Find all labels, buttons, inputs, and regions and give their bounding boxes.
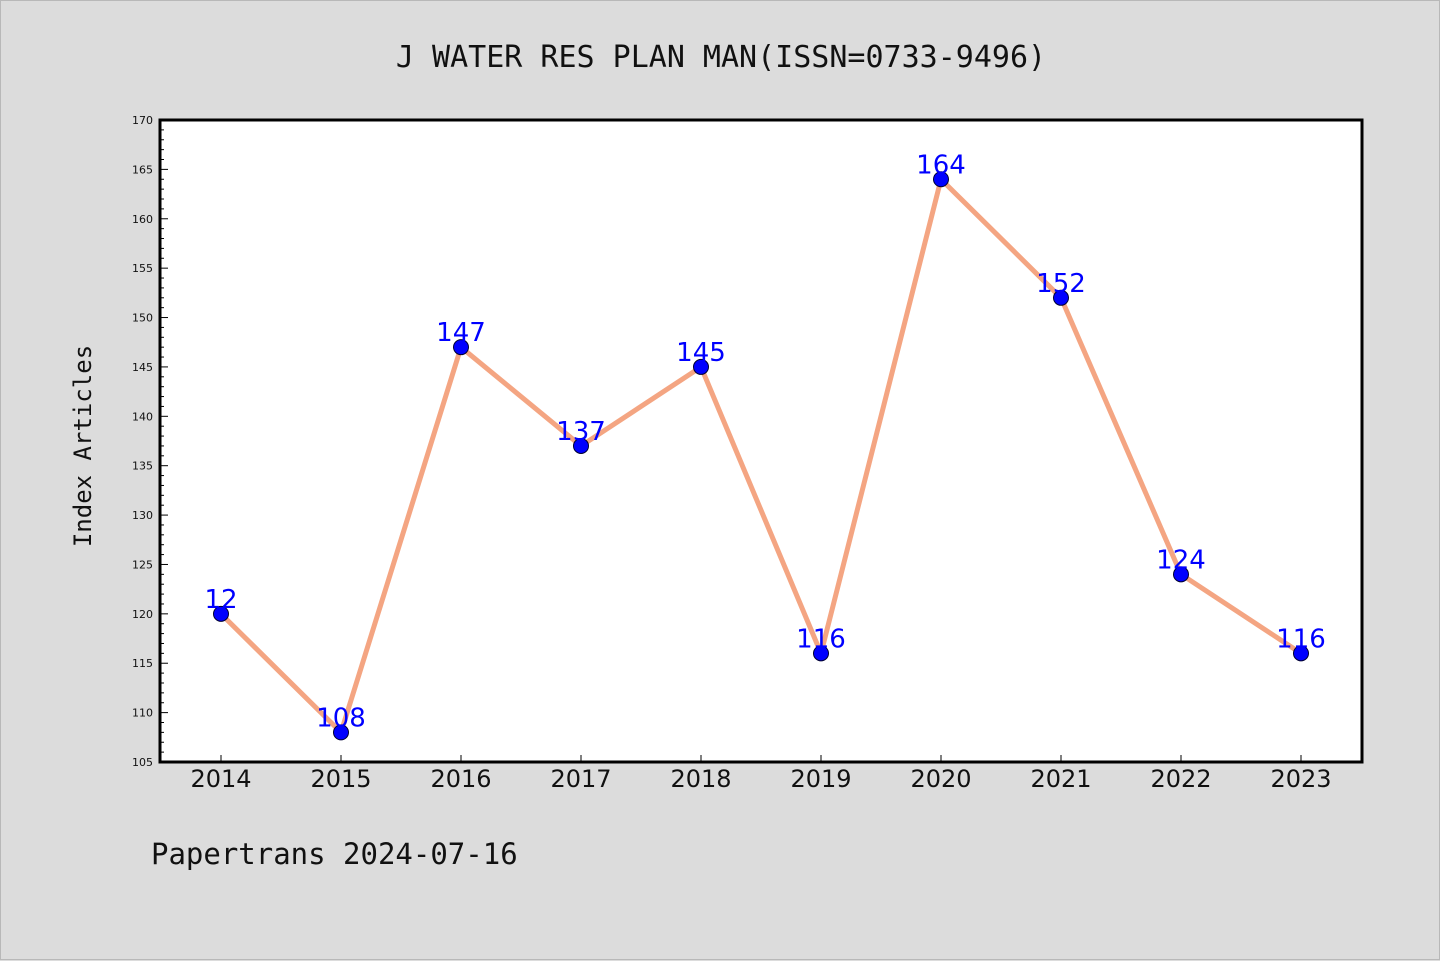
y-tick-label: 170 [132,114,153,127]
data-labels: 12 108 147 137 145 116 164 152 124 116 [204,150,1325,733]
data-label: 145 [676,338,726,368]
plot-area [158,118,1364,764]
x-tick-label: 2023 [1270,765,1331,793]
footer-date-text: Papertrans 2024-07-16 [151,837,518,871]
y-tick-label: 125 [132,558,153,571]
y-tick-label: 120 [132,608,153,621]
data-point [1173,566,1189,583]
data-label: 108 [316,703,366,733]
x-tick-label: 2020 [910,765,971,793]
data-label: 164 [916,150,966,180]
y-tick-label: 140 [132,410,153,423]
y-tick-label: 115 [132,657,153,670]
data-point [813,645,829,662]
series-line [218,176,1304,735]
x-tick-label: 2016 [430,765,491,793]
x-axis: 2014 2015 2016 2017 2018 2019 2020 2021 2022 2023 [190,755,1332,793]
y-axis: 105 110 115 120 125 130 135 140 145 150 155 160 165 1… [132,114,168,769]
chart-title: J WATER RES PLAN MAN(ISSN=0733-9496) [396,40,1046,75]
data-label: 137 [556,417,606,447]
data-point [213,605,229,622]
x-tick-label: 2017 [550,765,611,793]
data-label: 147 [436,318,486,348]
y-tick-label: 145 [132,361,153,374]
x-tick-label: 2021 [1030,765,1091,793]
y-tick-label: 110 [132,707,153,720]
data-label: 124 [1156,545,1206,575]
y-tick-label: 155 [132,262,153,275]
y-axis-label: Index Articles [69,345,97,547]
data-point [573,437,589,454]
data-point [933,171,949,188]
y-tick-label: 105 [132,756,153,769]
x-tick-label: 2019 [790,765,851,793]
data-point [333,724,349,741]
data-label: 116 [796,624,846,654]
x-tick-label: 2018 [670,765,731,793]
data-point [693,358,709,375]
x-tick-label: 2014 [190,765,251,793]
data-point [1053,289,1069,306]
y-tick-label: 135 [132,460,153,473]
x-tick-label: 2015 [310,765,371,793]
y-tick-label: 165 [132,163,153,176]
data-point [453,339,469,356]
data-label: 12 [204,585,237,615]
data-label: 152 [1036,269,1086,299]
series-layer [213,171,1309,741]
y-tick-label: 160 [132,213,153,226]
y-tick-label: 150 [132,312,153,325]
x-tick-label: 2022 [1150,765,1211,793]
data-label: 116 [1276,624,1326,654]
data-point [1293,645,1309,662]
y-tick-label: 130 [132,509,153,522]
